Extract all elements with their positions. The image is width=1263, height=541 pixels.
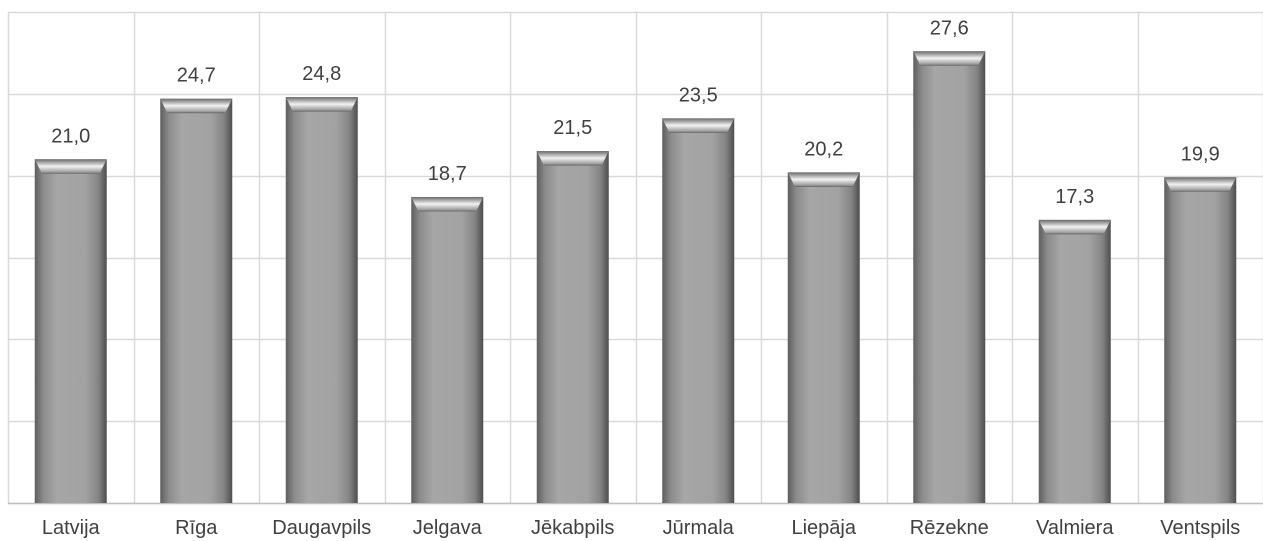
bar (34, 159, 107, 504)
data-label: 23,5 (679, 84, 718, 106)
bar (285, 97, 358, 504)
x-tick-label: Daugavpils (272, 517, 371, 539)
bar-body (662, 118, 735, 503)
data-label: 21,5 (553, 117, 592, 139)
bar-body (1164, 177, 1237, 503)
bar-top-bevel (34, 159, 107, 174)
x-tick-label: Latvija (42, 517, 101, 539)
bar (662, 118, 735, 503)
bar-body (411, 196, 484, 503)
x-tick-label: Rīga (175, 517, 218, 539)
data-label: 21,0 (51, 125, 90, 147)
data-labels: 21,0 24,7 24,8 18,7 21,5 23,5 20,2 27,6 17,3 19,9 (51, 17, 1219, 208)
bar-top-bevel (1038, 219, 1111, 234)
bar-body (34, 159, 107, 504)
bar-body (285, 97, 358, 504)
x-tick-label: Liepāja (791, 517, 856, 539)
data-label: 20,2 (804, 138, 843, 160)
bar-top-bevel (536, 151, 609, 166)
data-label: 24,7 (177, 65, 216, 87)
bar-top-bevel (662, 118, 735, 133)
bar-body (536, 151, 609, 503)
x-tick-label: Jūrmala (663, 517, 735, 539)
data-label: 19,9 (1181, 143, 1220, 165)
bar (913, 51, 986, 503)
data-label: 18,7 (428, 163, 467, 185)
data-label: 24,8 (302, 63, 341, 85)
x-tick-labels: Latvija Rīga Daugavpils Jelgava Jēkabpils Jūr… (42, 517, 1240, 539)
bar-top-bevel (285, 97, 358, 112)
bar-body (787, 172, 860, 504)
bar-top-bevel (787, 172, 860, 187)
bar-body (160, 98, 233, 503)
bar-top-bevel (411, 196, 484, 211)
bar (160, 98, 233, 503)
x-tick-label: Jelgava (413, 517, 483, 539)
bars (34, 51, 1237, 504)
bar-top-bevel (1164, 177, 1237, 192)
bar (1038, 219, 1111, 503)
gridlines (7, 11, 1263, 505)
bar (536, 151, 609, 503)
x-tick-label: Jēkabpils (531, 517, 614, 539)
bar-top-bevel (160, 98, 233, 113)
bar-body (1038, 219, 1111, 503)
bar-body (913, 51, 986, 503)
data-label: 17,3 (1055, 186, 1094, 208)
bar-top-bevel (913, 51, 986, 66)
bar (411, 196, 484, 503)
bar (1164, 177, 1237, 503)
x-tick-label: Valmiera (1036, 517, 1114, 539)
bar (787, 172, 860, 504)
x-tick-label: Ventspils (1160, 517, 1240, 539)
x-tick-label: Rēzekne (910, 517, 989, 539)
data-label: 27,6 (930, 17, 969, 39)
